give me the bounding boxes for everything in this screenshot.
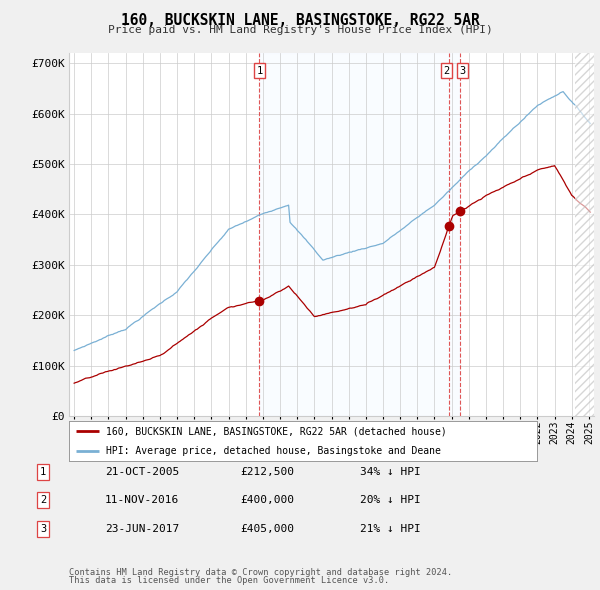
Text: 160, BUCKSKIN LANE, BASINGSTOKE, RG22 5AR (detached house): 160, BUCKSKIN LANE, BASINGSTOKE, RG22 5A…: [106, 427, 447, 436]
Text: £212,500: £212,500: [240, 467, 294, 477]
Text: Contains HM Land Registry data © Crown copyright and database right 2024.: Contains HM Land Registry data © Crown c…: [69, 568, 452, 577]
Text: 2: 2: [443, 66, 450, 76]
Text: 1: 1: [40, 467, 46, 477]
Text: 3: 3: [459, 66, 466, 76]
Text: 3: 3: [40, 524, 46, 533]
Text: HPI: Average price, detached house, Basingstoke and Deane: HPI: Average price, detached house, Basi…: [106, 447, 442, 456]
Bar: [259, 53, 460, 416]
Text: 21-OCT-2005: 21-OCT-2005: [105, 467, 179, 477]
Text: 1: 1: [256, 66, 263, 76]
Text: 23-JUN-2017: 23-JUN-2017: [105, 524, 179, 533]
Text: 20% ↓ HPI: 20% ↓ HPI: [360, 496, 421, 505]
Text: 21% ↓ HPI: 21% ↓ HPI: [360, 524, 421, 533]
Text: 160, BUCKSKIN LANE, BASINGSTOKE, RG22 5AR: 160, BUCKSKIN LANE, BASINGSTOKE, RG22 5A…: [121, 13, 479, 28]
Text: Price paid vs. HM Land Registry's House Price Index (HPI): Price paid vs. HM Land Registry's House …: [107, 25, 493, 35]
Text: £400,000: £400,000: [240, 496, 294, 505]
Text: 2: 2: [40, 496, 46, 505]
Text: £405,000: £405,000: [240, 524, 294, 533]
Text: This data is licensed under the Open Government Licence v3.0.: This data is licensed under the Open Gov…: [69, 576, 389, 585]
Text: 34% ↓ HPI: 34% ↓ HPI: [360, 467, 421, 477]
Text: 11-NOV-2016: 11-NOV-2016: [105, 496, 179, 505]
